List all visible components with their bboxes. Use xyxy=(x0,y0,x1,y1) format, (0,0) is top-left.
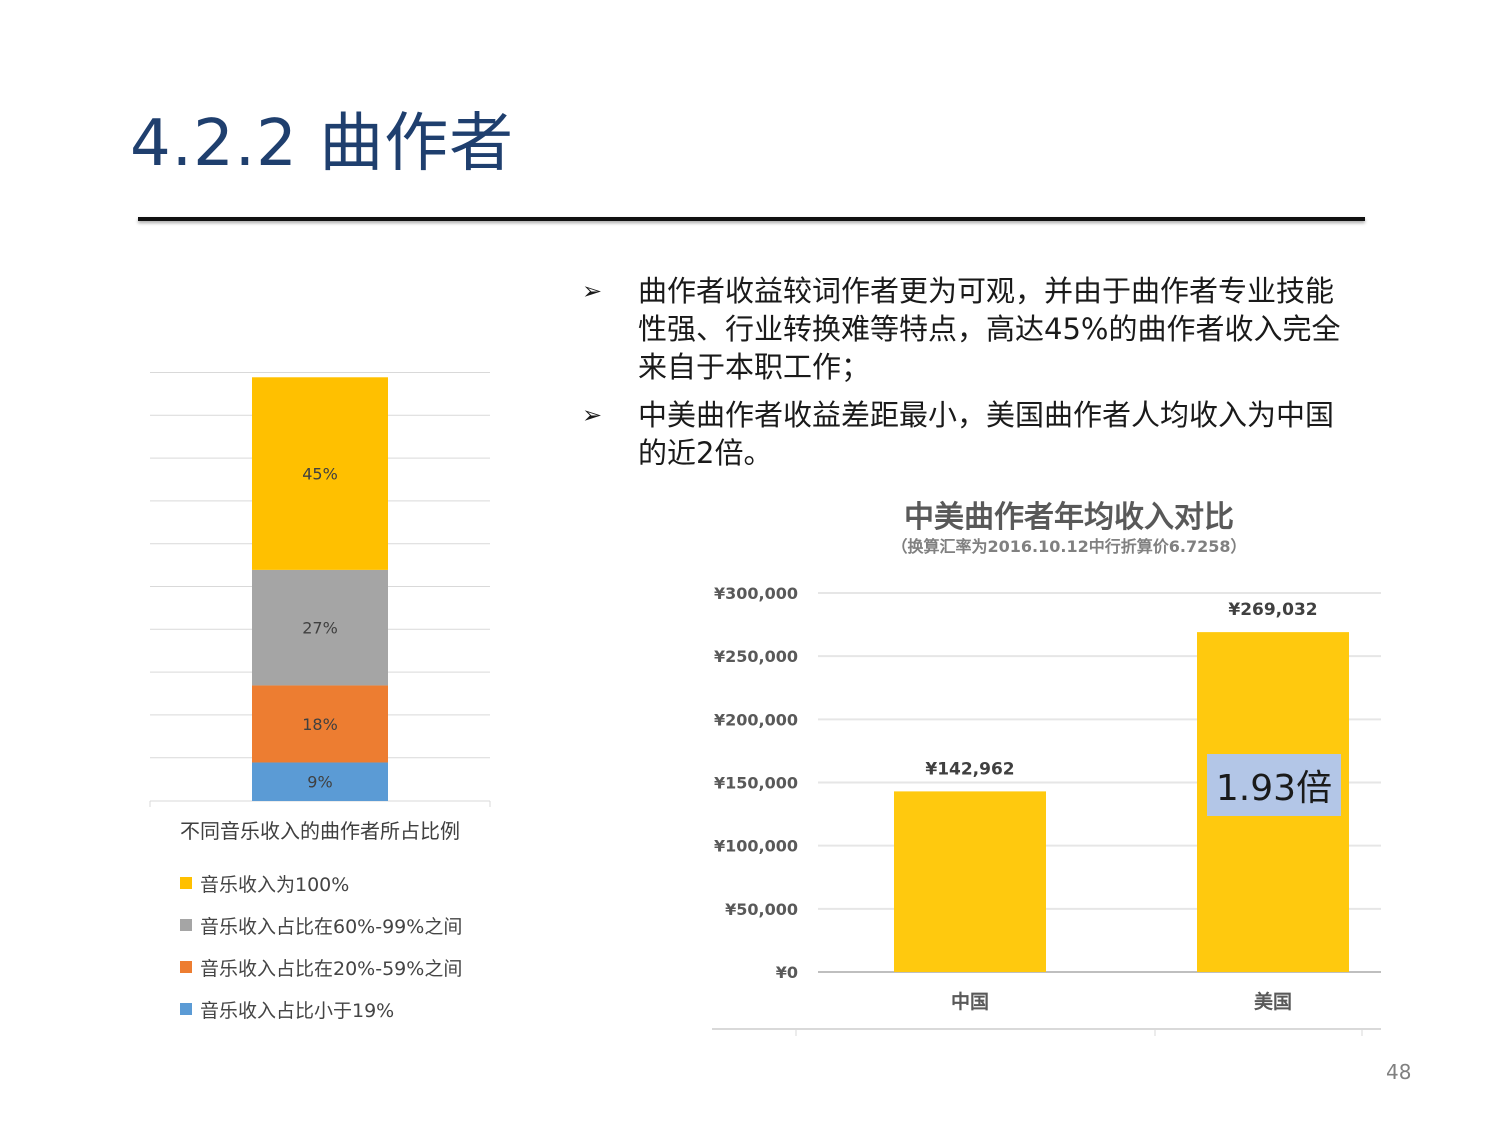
legend-item: 音乐收入占比小于19% xyxy=(180,988,462,1030)
y-tick-label: ¥150,000 xyxy=(714,774,798,793)
legend-label: 音乐收入占比小于19% xyxy=(200,999,395,1022)
bullet-item: ➢ 中美曲作者收益差距最小，美国曲作者人均收入为中国的近2倍。 xyxy=(580,396,1350,472)
bullet-text: 曲作者收益较词作者更为可观，并由于曲作者专业技能性强、行业转换难等特点，高达45… xyxy=(638,274,1341,384)
stacked-bar-segment xyxy=(252,377,388,570)
legend-item: 音乐收入占比在20%-59%之间 xyxy=(180,946,462,988)
y-tick-label: ¥250,000 xyxy=(714,647,798,666)
stacked-bar-segment xyxy=(252,762,388,801)
legend-swatch xyxy=(180,877,192,889)
value-label: ¥142,962 xyxy=(925,759,1014,779)
arrow-right-icon: ➢ xyxy=(582,401,603,429)
arrow-right-icon: ➢ xyxy=(582,277,603,305)
y-tick-label: ¥100,000 xyxy=(714,837,798,856)
category-label: 不同音乐收入的曲作者所占比例 xyxy=(180,819,460,843)
legend-label: 音乐收入为100% xyxy=(200,873,350,896)
slide-title: 4.2.2 曲作者 xyxy=(130,107,515,181)
bullet-list: ➢ 曲作者收益较词作者更为可观，并由于曲作者专业技能性强、行业转换难等特点，高达… xyxy=(580,272,1350,482)
data-label: 18% xyxy=(302,715,338,734)
page-number: 48 xyxy=(1386,1060,1412,1084)
legend-item: 音乐收入为100% xyxy=(180,862,462,904)
stacked-bar-segment xyxy=(252,685,388,763)
bullet-text: 中美曲作者收益差距最小，美国曲作者人均收入为中国的近2倍。 xyxy=(638,398,1335,470)
data-label: 45% xyxy=(302,465,338,484)
legend-item: 音乐收入占比在60%-99%之间 xyxy=(180,904,462,946)
legend-label: 音乐收入占比在60%-99%之间 xyxy=(200,915,463,938)
y-tick-label: ¥200,000 xyxy=(714,710,798,729)
legend-label: 音乐收入占比在20%-59%之间 xyxy=(200,957,463,980)
legend-swatch xyxy=(180,961,192,973)
x-category-label: 美国 xyxy=(1254,990,1292,1013)
y-tick-label: ¥300,000 xyxy=(714,584,798,603)
income-bar xyxy=(894,791,1046,972)
chart-subtitle: （换算汇率为2016.10.12中行折算价6.7258） xyxy=(892,537,1247,556)
legend-swatch xyxy=(180,1003,192,1015)
stacked-bar-segment xyxy=(252,569,388,686)
ratio-annotation: 1.93倍 xyxy=(1207,754,1341,816)
value-label: ¥269,032 xyxy=(1228,600,1317,620)
data-label: 27% xyxy=(302,619,338,638)
data-label: 9% xyxy=(307,773,332,792)
legend-swatch xyxy=(180,919,192,931)
bullet-item: ➢ 曲作者收益较词作者更为可观，并由于曲作者专业技能性强、行业转换难等特点，高达… xyxy=(580,272,1350,386)
y-tick-label: ¥50,000 xyxy=(725,900,798,919)
y-tick-label: ¥0 xyxy=(776,963,798,982)
title-divider xyxy=(138,217,1365,221)
x-category-label: 中国 xyxy=(951,990,989,1013)
stacked-share-chart: 9% 18% 27% 45% 不同音乐收入的曲作者所占比例 xyxy=(149,372,491,843)
chart-title: 中美曲作者年均收入对比 xyxy=(904,500,1234,535)
stacked-chart-legend: 音乐收入为100% 音乐收入占比在60%-99%之间 音乐收入占比在20%-59%之… xyxy=(180,862,462,1030)
